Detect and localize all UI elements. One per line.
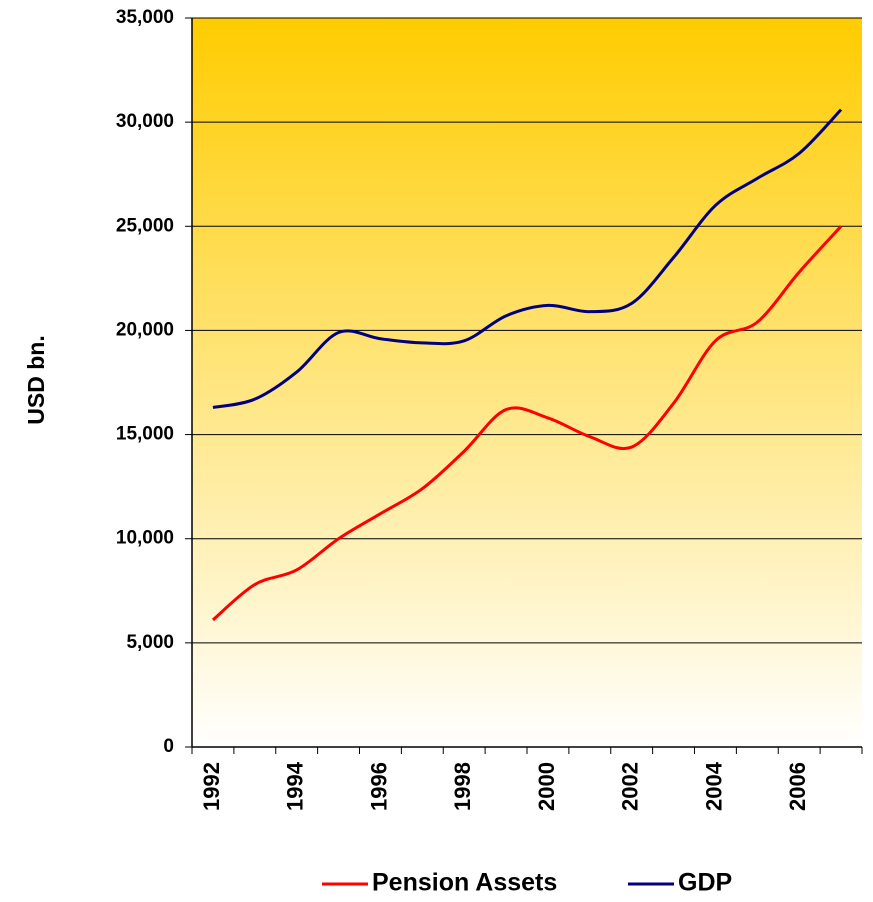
plot-area [192, 18, 862, 747]
x-tick-label: 2002 [618, 762, 643, 811]
x-tick-label: 2006 [785, 762, 810, 811]
x-tick-label: 2004 [701, 761, 726, 811]
x-tick-label: 1994 [283, 761, 308, 811]
y-tick-label: 5,000 [126, 632, 174, 653]
legend-label: Pension Assets [372, 869, 557, 897]
y-tick-label: 25,000 [116, 215, 174, 236]
y-tick-label: 0 [163, 736, 174, 757]
line [212, 108, 843, 409]
y-tick-label: 15,000 [116, 424, 174, 445]
x-tick-label: 1992 [199, 762, 224, 811]
x-tick-label: 1996 [366, 762, 391, 811]
y-tick-label: 35,000 [116, 7, 174, 28]
y-tick-label: 30,000 [116, 111, 174, 132]
line [211, 225, 843, 622]
y-tick-label: 10,000 [116, 528, 174, 549]
x-tick-label: 2000 [534, 762, 559, 811]
y-tick-label: 20,000 [116, 319, 174, 340]
y-axis-label: USD bn. [23, 335, 49, 424]
legend-label: GDP [678, 869, 732, 897]
x-tick-label: 1998 [450, 762, 475, 811]
